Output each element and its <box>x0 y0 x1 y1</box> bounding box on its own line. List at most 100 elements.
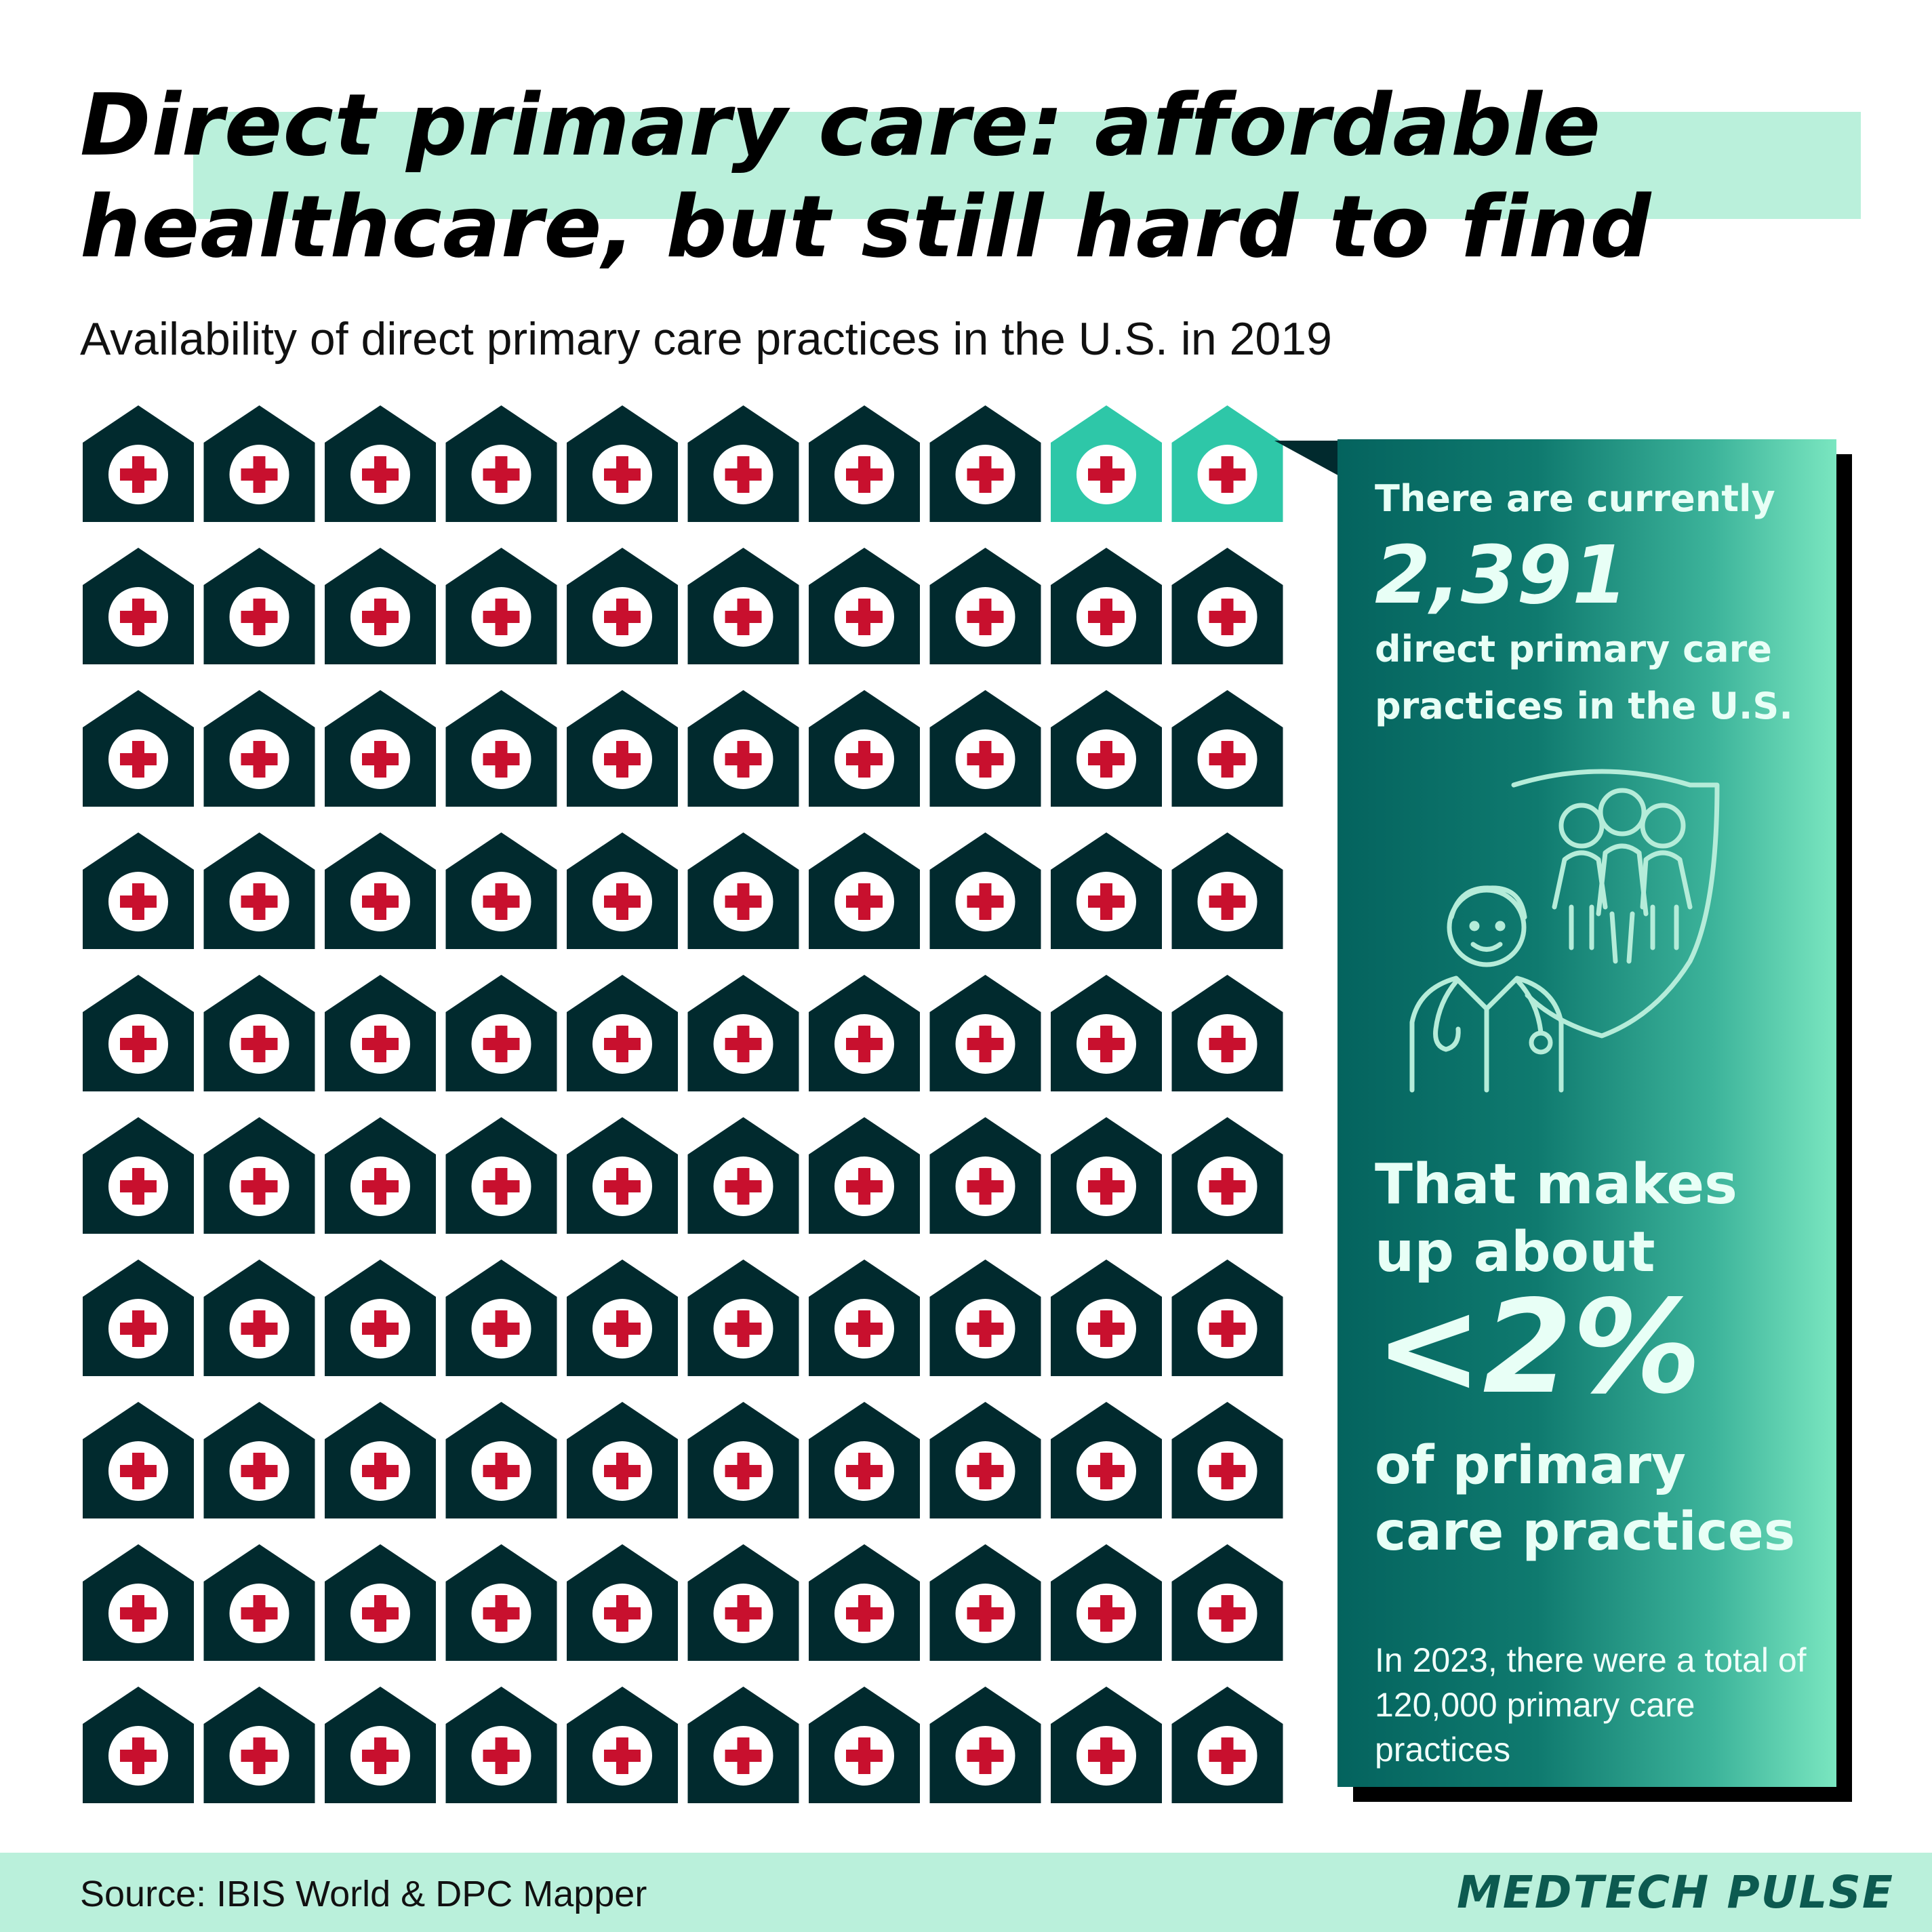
hospital-icon <box>567 975 678 1091</box>
hospital-icon <box>445 1260 557 1376</box>
hospital-icon <box>1171 1544 1283 1661</box>
cross-horizontal <box>725 1038 762 1050</box>
cross-horizontal <box>846 468 883 481</box>
hospital-icon <box>445 1402 557 1518</box>
title-line-1: Direct primary care: affordable <box>80 75 1602 175</box>
hospital-icon <box>203 548 315 664</box>
cross-horizontal <box>241 753 278 765</box>
cross-horizontal <box>1209 1750 1246 1762</box>
cross-horizontal <box>362 1465 399 1477</box>
cross-horizontal <box>120 1323 157 1335</box>
cross-horizontal <box>725 1180 762 1192</box>
cross-horizontal <box>967 611 1004 623</box>
hospital-icon <box>83 1544 194 1661</box>
cross-horizontal <box>362 1750 399 1762</box>
brand-logo: MEDTECH PULSE <box>1457 1866 1894 1918</box>
cross-horizontal <box>846 1323 883 1335</box>
hospital-icon <box>567 1544 678 1661</box>
cross-horizontal <box>120 1180 157 1192</box>
cross-horizontal <box>362 468 399 481</box>
share-value: <2% <box>1375 1272 1702 1422</box>
cross-horizontal <box>967 1750 1004 1762</box>
total-practices-note: In 2023, there were a total of 120,000 p… <box>1375 1641 1807 1769</box>
hospital-icon <box>809 405 920 522</box>
hospital-icon <box>445 1544 557 1661</box>
hospital-icon <box>809 1117 920 1234</box>
hospital-icon <box>929 1544 1041 1661</box>
cross-horizontal <box>483 1180 520 1192</box>
hospital-icon <box>1051 690 1162 807</box>
hospital-icon <box>929 1260 1041 1376</box>
hospital-icon <box>203 1260 315 1376</box>
hospital-icon <box>567 405 678 522</box>
cross-horizontal <box>362 1180 399 1192</box>
hospital-icon <box>567 1402 678 1518</box>
cross-horizontal <box>362 611 399 623</box>
cross-horizontal <box>725 1323 762 1335</box>
hospital-icon <box>83 690 194 807</box>
hospital-icon <box>1051 832 1162 949</box>
hospital-icon <box>1171 832 1283 949</box>
cross-horizontal <box>846 1180 883 1192</box>
hospital-icon <box>445 832 557 949</box>
cross-horizontal <box>604 1607 641 1619</box>
hospital-icon <box>1051 1402 1162 1518</box>
cross-horizontal <box>967 1465 1004 1477</box>
hospital-icon <box>445 1117 557 1234</box>
hospital-icon <box>929 1117 1041 1234</box>
cross-horizontal <box>604 1750 641 1762</box>
hospital-icon <box>1051 1260 1162 1376</box>
hospital-icon <box>929 975 1041 1091</box>
cross-horizontal <box>1088 1323 1125 1335</box>
hospital-icon <box>83 405 194 522</box>
cross-horizontal <box>725 753 762 765</box>
cross-horizontal <box>1209 468 1246 481</box>
hospital-icon <box>445 548 557 664</box>
hospital-icon <box>83 1260 194 1376</box>
page-title: Direct primary care: affordable healthca… <box>80 75 1876 278</box>
hospital-icon <box>203 1544 315 1661</box>
hospital-icon <box>325 1544 436 1661</box>
cross-horizontal <box>120 1607 157 1619</box>
cross-horizontal <box>725 468 762 481</box>
hospital-icon <box>203 1402 315 1518</box>
hospital-icon <box>809 975 920 1091</box>
hospital-icon <box>83 548 194 664</box>
hospital-icon-highlighted <box>1171 405 1283 522</box>
hospital-icon <box>445 975 557 1091</box>
hospital-icon <box>1171 975 1283 1091</box>
cross-horizontal <box>1209 1323 1246 1335</box>
cross-horizontal <box>241 1038 278 1050</box>
hospital-icon <box>809 690 920 807</box>
hospital-icon <box>83 975 194 1091</box>
practice-count-description: direct primary care practices in the U.S… <box>1375 628 1793 727</box>
cross-horizontal <box>241 1465 278 1477</box>
cross-horizontal <box>1088 611 1125 623</box>
hospital-icon <box>203 1687 315 1803</box>
hospital-icon <box>687 1402 799 1518</box>
share-intro: That makes up about <box>1375 1152 1737 1285</box>
cross-horizontal <box>604 1180 641 1192</box>
cross-horizontal <box>241 611 278 623</box>
cross-horizontal <box>846 753 883 765</box>
cross-horizontal <box>846 1750 883 1762</box>
hospital-icon <box>1171 548 1283 664</box>
hospital-icon <box>325 975 436 1091</box>
hospital-icon <box>809 832 920 949</box>
cross-horizontal <box>604 1323 641 1335</box>
cross-horizontal <box>483 1750 520 1762</box>
cross-horizontal <box>483 468 520 481</box>
hospital-icon <box>83 1687 194 1803</box>
hospital-icon <box>1171 690 1283 807</box>
cross-horizontal <box>967 1038 1004 1050</box>
cross-horizontal <box>1088 1465 1125 1477</box>
cross-horizontal <box>604 1038 641 1050</box>
hospital-icon <box>325 1117 436 1234</box>
cross-horizontal <box>120 1750 157 1762</box>
title-line-2: healthcare, but still hard to find <box>80 177 1652 277</box>
cross-horizontal <box>604 895 641 908</box>
hospital-icon <box>687 1260 799 1376</box>
cross-horizontal <box>1209 895 1246 908</box>
panel-intro: There are currently <box>1375 477 1775 520</box>
hospital-icon <box>445 405 557 522</box>
